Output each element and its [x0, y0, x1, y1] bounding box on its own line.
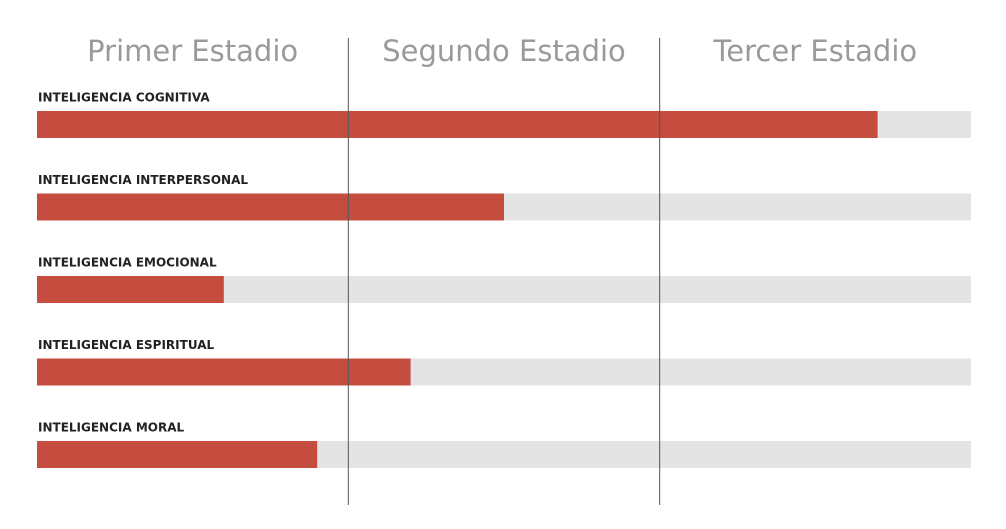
category-label: INTELIGENCIA ESPIRITUAL [38, 338, 214, 352]
bar [37, 276, 224, 303]
category-label: INTELIGENCIA INTERPERSONAL [38, 173, 248, 187]
stage-header: Tercer Estadio [713, 34, 918, 68]
category-label: INTELIGENCIA EMOCIONAL [38, 256, 217, 270]
bar [37, 193, 504, 221]
bar [37, 358, 411, 386]
bar [37, 111, 878, 138]
category-label: INTELIGENCIA MORAL [38, 421, 184, 435]
category-label: INTELIGENCIA COGNITIVA [38, 91, 210, 105]
stage-header: Segundo Estadio [382, 34, 626, 68]
bar [37, 441, 318, 468]
stage-header: Primer Estadio [87, 34, 298, 68]
